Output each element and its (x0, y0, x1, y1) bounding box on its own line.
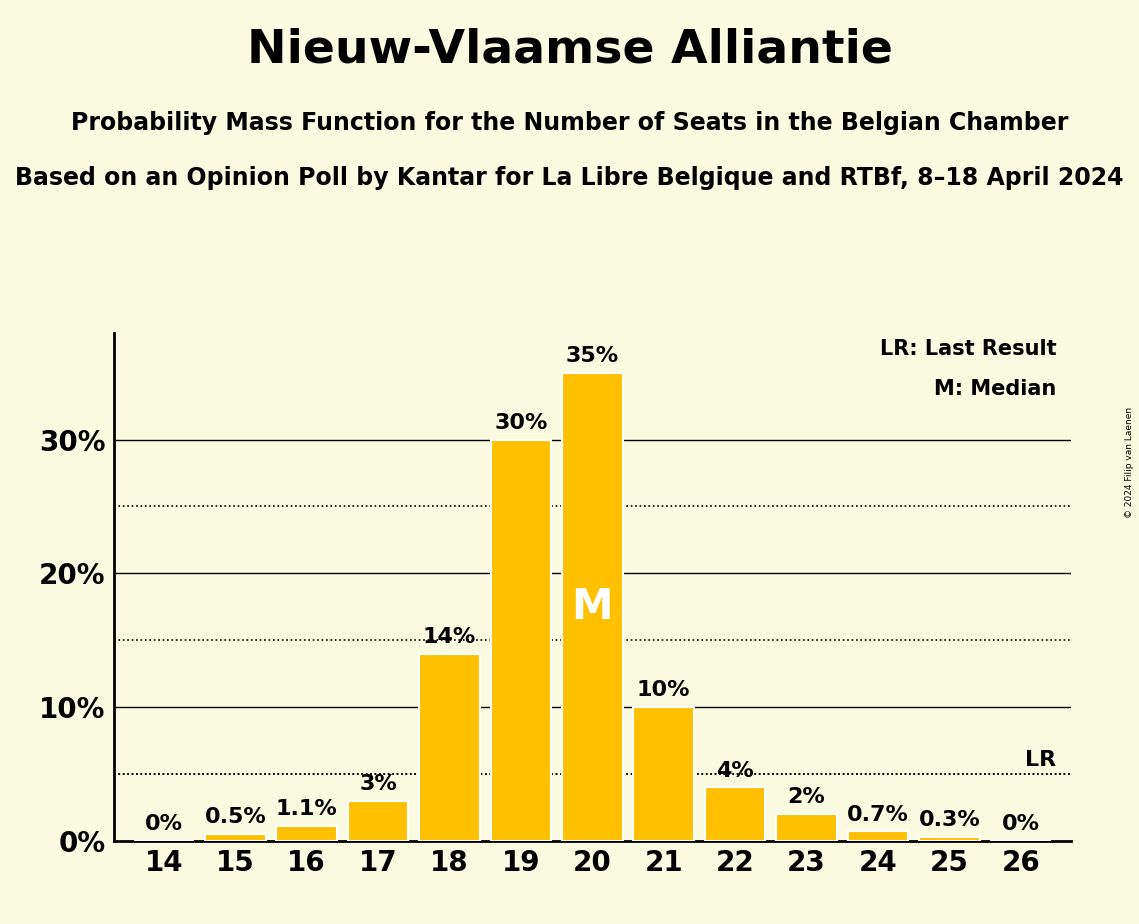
Bar (705, 787, 765, 841)
Bar (419, 653, 480, 841)
Bar (277, 826, 337, 841)
Bar (347, 801, 409, 841)
Text: 0%: 0% (145, 814, 183, 834)
Text: 0.5%: 0.5% (204, 808, 267, 828)
Text: 35%: 35% (566, 346, 618, 366)
Text: © 2024 Filip van Laenen: © 2024 Filip van Laenen (1125, 407, 1134, 517)
Text: 0.3%: 0.3% (918, 810, 981, 830)
Text: 30%: 30% (494, 413, 548, 433)
Text: Nieuw-Vlaamse Alliantie: Nieuw-Vlaamse Alliantie (246, 28, 893, 73)
Bar (633, 707, 694, 841)
Text: 14%: 14% (423, 626, 476, 647)
Text: M: M (572, 586, 613, 627)
Text: M: Median: M: Median (934, 380, 1056, 399)
Bar (562, 372, 623, 841)
Text: 1.1%: 1.1% (276, 799, 337, 820)
Text: 0.7%: 0.7% (847, 805, 909, 825)
Text: 0%: 0% (1001, 814, 1040, 834)
Text: 10%: 10% (637, 680, 690, 700)
Bar (847, 832, 908, 841)
Bar (776, 814, 837, 841)
Text: 2%: 2% (787, 787, 826, 808)
Bar (205, 834, 265, 841)
Bar (491, 440, 551, 841)
Text: LR: Last Result: LR: Last Result (879, 339, 1056, 359)
Text: Probability Mass Function for the Number of Seats in the Belgian Chamber: Probability Mass Function for the Number… (71, 111, 1068, 135)
Text: 3%: 3% (359, 774, 398, 794)
Text: 4%: 4% (716, 760, 754, 781)
Text: LR: LR (1025, 750, 1056, 770)
Text: Based on an Opinion Poll by Kantar for La Libre Belgique and RTBf, 8–18 April 20: Based on an Opinion Poll by Kantar for L… (15, 166, 1124, 190)
Bar (919, 837, 980, 841)
